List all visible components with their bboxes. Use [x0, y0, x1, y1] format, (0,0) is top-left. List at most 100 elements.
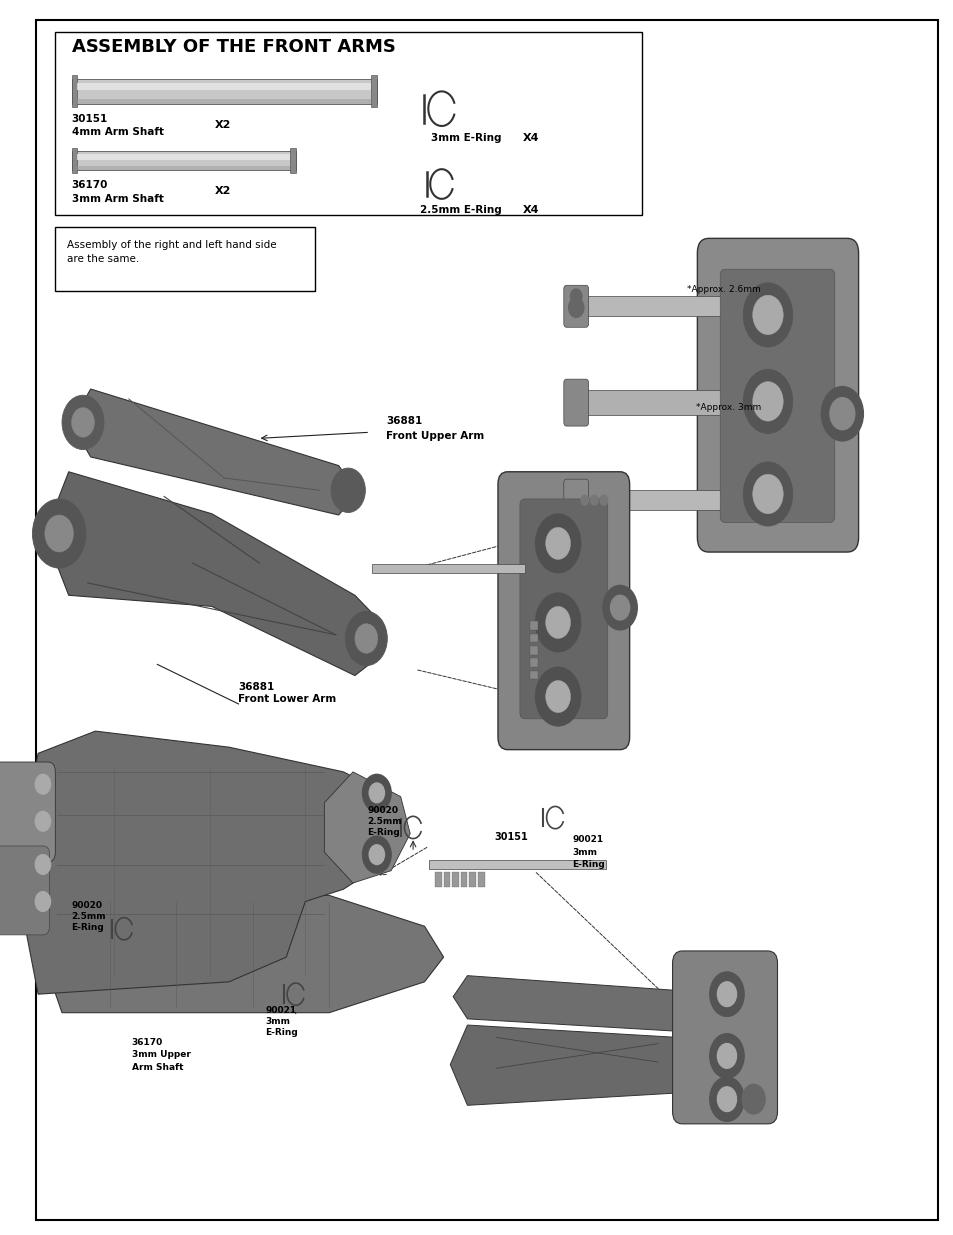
Text: X4: X4 [522, 133, 538, 143]
Circle shape [742, 462, 792, 526]
Text: E-Ring: E-Ring [71, 923, 104, 932]
Text: Front Lower Arm: Front Lower Arm [238, 694, 336, 704]
Circle shape [742, 369, 792, 433]
Bar [372, 564, 524, 573]
Text: 3mm Arm Shaft: 3mm Arm Shaft [71, 194, 163, 204]
Circle shape [717, 1087, 736, 1112]
Bar [77, 99, 371, 104]
Bar [443, 872, 450, 887]
Bar [71, 79, 376, 104]
Circle shape [355, 624, 377, 653]
Bar [77, 167, 290, 170]
Text: X4: X4 [522, 205, 538, 215]
Circle shape [580, 495, 588, 505]
Circle shape [362, 774, 391, 811]
Bar [429, 860, 605, 869]
Bar [71, 148, 77, 173]
Text: 36881: 36881 [386, 416, 422, 426]
Text: X2: X2 [214, 186, 231, 196]
FancyBboxPatch shape [563, 285, 588, 327]
Text: 30151: 30151 [494, 832, 527, 842]
Circle shape [741, 1084, 764, 1114]
Circle shape [709, 1077, 743, 1121]
Circle shape [752, 382, 782, 421]
Bar [55, 227, 314, 291]
FancyBboxPatch shape [0, 846, 50, 935]
Polygon shape [43, 895, 443, 1013]
Bar [435, 872, 441, 887]
Text: 3mm: 3mm [265, 1016, 290, 1026]
Text: 30151: 30151 [71, 114, 108, 124]
Text: Assembly of the right and left hand side
are the same.: Assembly of the right and left hand side… [67, 240, 276, 263]
Circle shape [345, 611, 387, 666]
FancyBboxPatch shape [563, 479, 588, 521]
Circle shape [717, 982, 736, 1007]
Text: 90020: 90020 [71, 900, 102, 910]
Text: 3mm E-Ring: 3mm E-Ring [431, 133, 501, 143]
Circle shape [535, 593, 580, 652]
Circle shape [752, 474, 782, 514]
Circle shape [717, 1044, 736, 1068]
Text: E-Ring: E-Ring [265, 1028, 297, 1037]
Text: X2: X2 [214, 120, 231, 130]
FancyBboxPatch shape [497, 472, 629, 750]
Circle shape [590, 495, 598, 505]
Bar [530, 658, 537, 667]
Circle shape [545, 606, 570, 638]
Bar [577, 490, 772, 510]
Bar [530, 646, 537, 655]
FancyBboxPatch shape [720, 269, 834, 522]
Text: 3mm: 3mm [572, 847, 597, 857]
Text: E-Ring: E-Ring [572, 860, 604, 869]
Text: 4mm Arm Shaft: 4mm Arm Shaft [71, 127, 163, 137]
Circle shape [362, 836, 391, 873]
Circle shape [35, 811, 51, 831]
Polygon shape [450, 1025, 696, 1105]
Text: *Approx. 2.6mm: *Approx. 2.6mm [686, 285, 760, 294]
Text: 90021: 90021 [265, 1005, 296, 1015]
Circle shape [535, 667, 580, 726]
Bar [460, 872, 467, 887]
Text: 36170: 36170 [71, 180, 108, 190]
Polygon shape [324, 772, 410, 883]
Text: 2.5mm: 2.5mm [71, 911, 106, 921]
Circle shape [752, 295, 782, 335]
Circle shape [821, 387, 862, 441]
Bar [530, 621, 537, 630]
Circle shape [535, 514, 580, 573]
Text: 3mm Upper: 3mm Upper [132, 1050, 191, 1060]
Bar [530, 671, 537, 679]
Circle shape [35, 855, 51, 874]
Bar [71, 151, 295, 170]
Text: 90020: 90020 [367, 805, 397, 815]
Bar [71, 75, 77, 107]
Circle shape [331, 468, 365, 513]
Circle shape [62, 395, 104, 450]
Text: E-Ring: E-Ring [367, 827, 399, 837]
Text: 2.5mm: 2.5mm [367, 816, 401, 826]
Text: *Approx. 3mm: *Approx. 3mm [696, 404, 760, 412]
Bar [371, 75, 376, 107]
Bar [290, 148, 295, 173]
Circle shape [71, 408, 94, 437]
Circle shape [602, 585, 637, 630]
Text: ASSEMBLY OF THE FRONT ARMS: ASSEMBLY OF THE FRONT ARMS [71, 38, 395, 56]
Bar [530, 634, 537, 642]
Text: Arm Shaft: Arm Shaft [132, 1062, 183, 1072]
Circle shape [35, 774, 51, 794]
Bar [469, 872, 476, 887]
Circle shape [568, 298, 583, 317]
Text: 36170: 36170 [132, 1037, 163, 1047]
Circle shape [742, 283, 792, 347]
Text: 36881: 36881 [238, 682, 274, 692]
Circle shape [599, 495, 607, 505]
Circle shape [45, 515, 73, 552]
Bar [55, 32, 641, 215]
Text: 90021: 90021 [572, 835, 603, 845]
Circle shape [610, 595, 629, 620]
FancyBboxPatch shape [672, 951, 777, 1124]
Polygon shape [453, 976, 691, 1031]
Bar [577, 390, 772, 415]
Bar [577, 296, 772, 316]
Text: Front Upper Arm: Front Upper Arm [386, 431, 484, 441]
